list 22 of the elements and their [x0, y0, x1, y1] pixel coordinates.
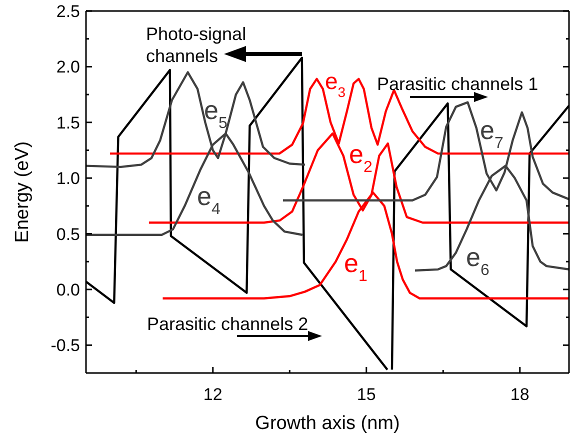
series-label: e$_{1}$: [344, 248, 368, 284]
x-tick-label: 12: [203, 385, 222, 404]
y-axis-title: Energy (eV): [12, 141, 33, 243]
y-tick-label: 1.0: [56, 169, 80, 188]
series-label: e$_{5}$: [204, 95, 228, 132]
x-tick-label: 18: [510, 385, 530, 404]
x-tick-label: 15: [356, 385, 376, 404]
series-label: e$_{6}$: [466, 242, 490, 278]
annotation: Parasitic channels 2: [147, 314, 308, 334]
y-tick-label: 2.5: [56, 2, 80, 21]
y-tick-label: 2.0: [56, 58, 80, 77]
y-tick-label: -0.5: [50, 336, 80, 356]
series-label: e$_{7}$: [480, 115, 504, 152]
y-tick-label: 1.5: [56, 113, 80, 132]
annotation: Parasitic channels 1: [377, 74, 538, 94]
series-label: e$_{3}$: [325, 68, 346, 100]
annotation: Photo-signal channels: [146, 24, 246, 66]
series-label: e$_{2}$: [349, 139, 372, 176]
x-axis-title: Growth axis (nm): [255, 413, 400, 434]
y-tick-label: 0.5: [56, 224, 80, 244]
y-tick-label: 0.0: [56, 280, 80, 300]
series-label: e$_{4}$: [197, 181, 220, 218]
